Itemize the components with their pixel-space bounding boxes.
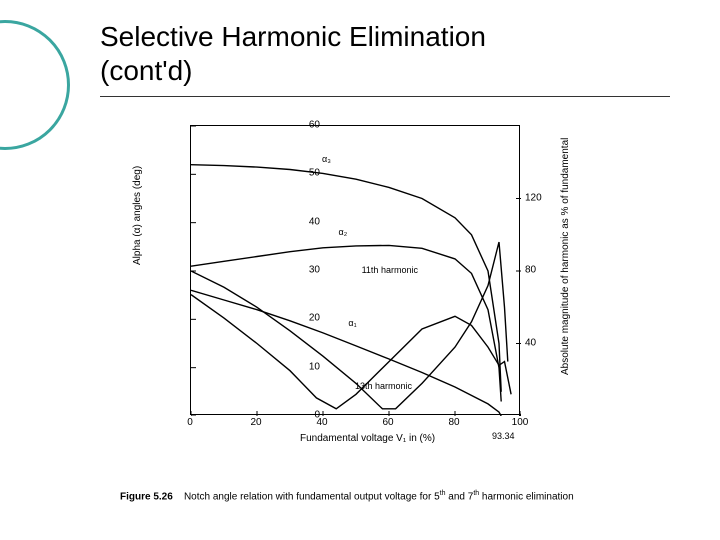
caption-text-3: harmonic elimination — [479, 491, 574, 502]
ytick-left: 20 — [309, 313, 320, 324]
ytick-left: 50 — [309, 168, 320, 179]
caption-text-1: Notch angle relation with fundamental ou… — [184, 491, 440, 502]
ytick-left: 60 — [309, 120, 320, 131]
series-label-alpha1: α₁ — [348, 318, 356, 328]
ytick-left: 10 — [309, 361, 320, 372]
y-axis-label-right: Absolute magnitude of harmonic as % of f… — [560, 138, 571, 375]
figure-number: Figure 5.26 — [120, 491, 173, 502]
xtick: 20 — [250, 417, 261, 428]
ytick-right: 120 — [525, 192, 542, 203]
series-label-h11: 11th harmonic — [362, 265, 418, 275]
xtick: 40 — [316, 417, 327, 428]
slide-title: Selective Harmonic Elimination (cont'd) — [100, 20, 486, 87]
x-annotation-9334: 93.34 — [492, 431, 515, 441]
slide: Selective Harmonic Elimination (cont'd) … — [0, 0, 720, 540]
title-line-1: Selective Harmonic Elimination — [100, 21, 486, 52]
ytick-left: 30 — [309, 265, 320, 276]
series-label-h13: 13th harmonic — [355, 381, 412, 391]
ytick-left: 40 — [309, 216, 320, 227]
y-axis-label-left: Alpha (α) angles (deg) — [132, 166, 143, 265]
xtick: 100 — [512, 417, 529, 428]
x-axis-label: Fundamental voltage V₁ in (%) — [300, 433, 435, 444]
chart-area: Alpha (α) angles (deg) Absolute magnitud… — [140, 115, 610, 475]
xtick: 80 — [448, 417, 459, 428]
series-label-alpha3: α₃ — [322, 154, 331, 164]
series-label-alpha2: α₂ — [339, 227, 348, 237]
title-line-2: (cont'd) — [100, 55, 193, 86]
xtick: 60 — [382, 417, 393, 428]
title-underline — [100, 96, 670, 97]
xtick: 0 — [187, 417, 193, 428]
caption-text-2: and 7 — [446, 491, 474, 502]
ytick-right: 80 — [525, 265, 536, 276]
decor-circle — [0, 20, 70, 150]
plot-box — [190, 125, 520, 415]
ytick-right: 40 — [525, 337, 536, 348]
chart-curves — [191, 126, 521, 416]
figure-caption: Figure 5.26 Notch angle relation with fu… — [120, 490, 574, 502]
